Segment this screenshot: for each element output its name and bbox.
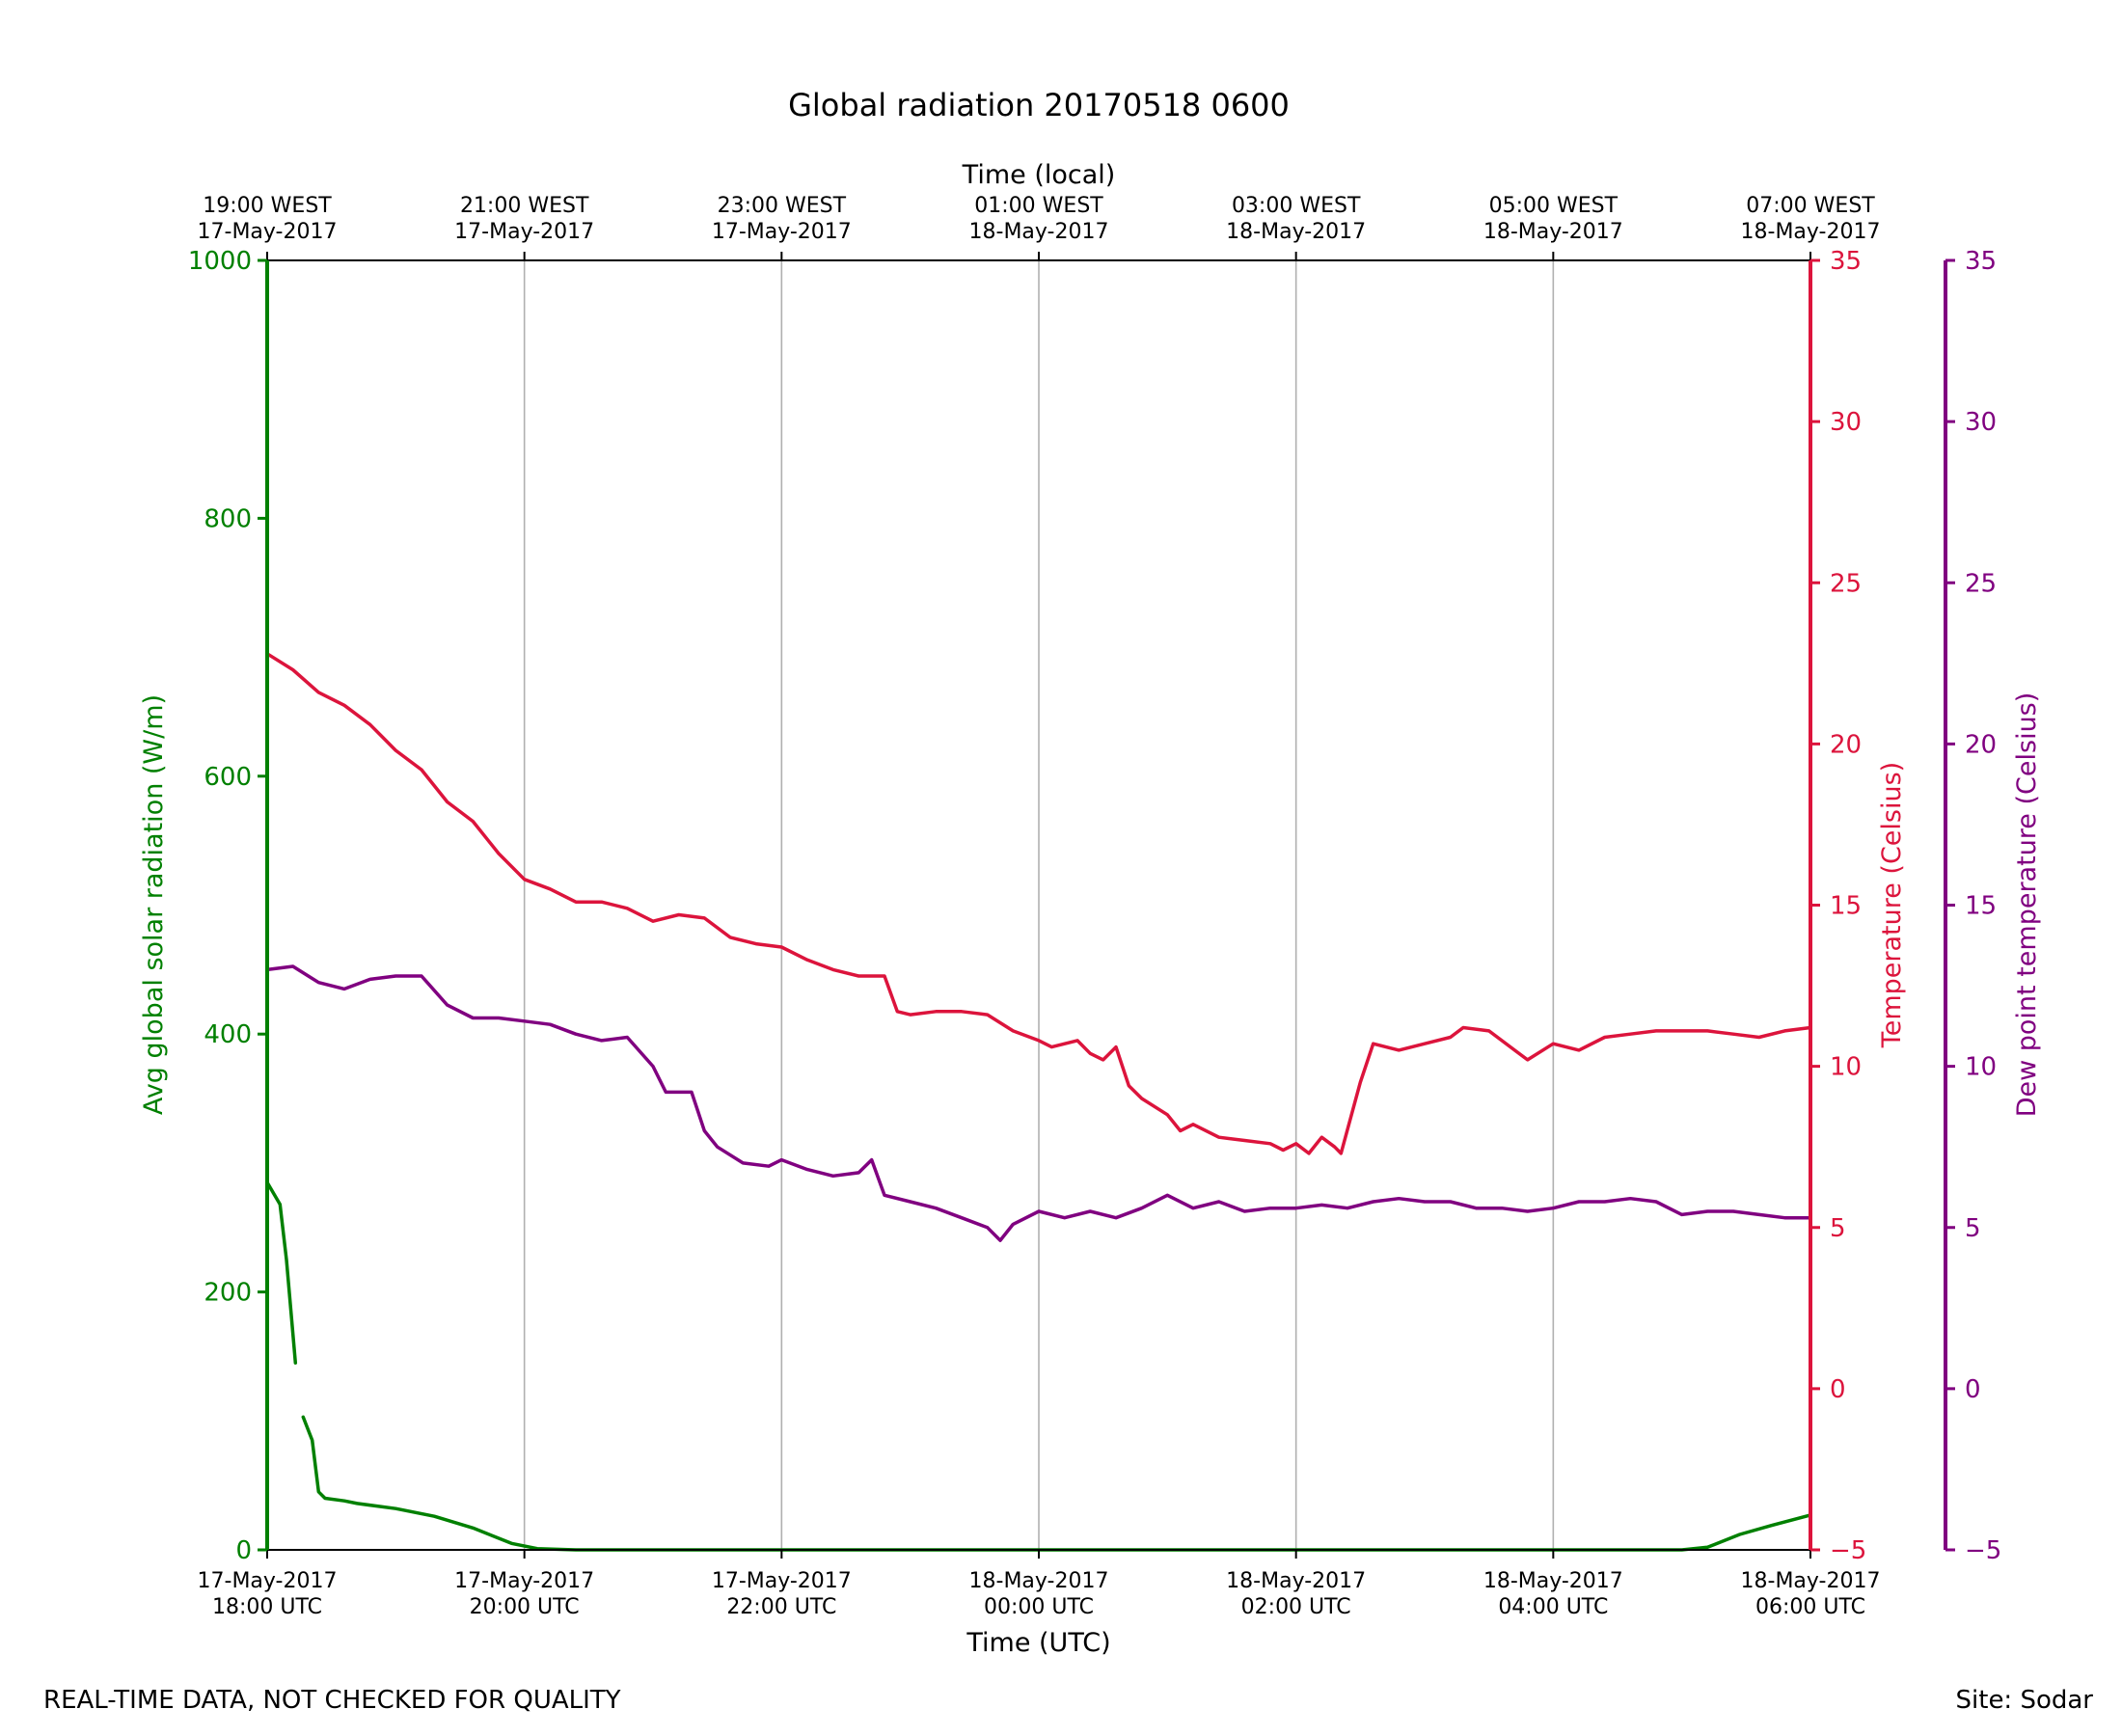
x2-tick-label-3-1: 18-May-2017	[969, 220, 1109, 244]
dewpoint-tick-label-1: 0	[1965, 1375, 1981, 1404]
x-tick-label-6-1: 06:00 UTC	[1755, 1595, 1865, 1619]
x-tick-label-3-0: 18-May-2017	[969, 1569, 1109, 1593]
x-tick-label-1-0: 17-May-2017	[454, 1569, 594, 1593]
x-tick-label-5-0: 18-May-2017	[1483, 1569, 1623, 1593]
x2-tick-label-0-0: 19:00 WEST	[203, 194, 332, 218]
x2-tick-label-3-0: 01:00 WEST	[974, 194, 1103, 218]
radiation-tick-label-0: 0	[235, 1536, 252, 1565]
temperature-tick-label-1: 0	[1830, 1375, 1846, 1404]
x-axis-label: Time (UTC)	[966, 1628, 1110, 1658]
series-line-temperature	[265, 652, 1812, 1155]
radiation-tick-label-4: 800	[204, 504, 252, 533]
x2-tick-label-0-1: 17-May-2017	[198, 220, 338, 244]
temperature-tick-label-0: −5	[1830, 1536, 1866, 1565]
x-tick-label-2-1: 22:00 UTC	[726, 1595, 836, 1619]
x2-tick-label-4-0: 03:00 WEST	[1232, 194, 1361, 218]
x2-axis-label: Time (local)	[962, 160, 1116, 190]
series-line-dewpoint	[265, 964, 1812, 1242]
dewpoint-tick-label-6: 25	[1965, 569, 1997, 598]
dewpoint-tick-label-3: 10	[1965, 1053, 1997, 1082]
chart-title: Global radiation 20170518 0600	[788, 87, 1290, 123]
dewpoint-tick-label-8: 35	[1965, 247, 1997, 276]
x-tick-label-0-1: 18:00 UTC	[212, 1595, 322, 1619]
radiation-tick-label-5: 1000	[188, 247, 252, 276]
dewpoint-tick-label-5: 20	[1965, 730, 1997, 759]
radiation-tick-label-3: 600	[204, 763, 252, 792]
temperature-tick-label-8: 35	[1830, 247, 1862, 276]
dewpoint-tick-label-7: 30	[1965, 408, 1997, 437]
x2-tick-label-1-0: 21:00 WEST	[460, 194, 589, 218]
dewpoint-tick-label-0: −5	[1965, 1536, 2001, 1565]
x-tick-label-4-0: 18-May-2017	[1226, 1569, 1366, 1593]
quality-disclaimer: REAL-TIME DATA, NOT CHECKED FOR QUALITY	[43, 1686, 621, 1715]
x-tick-label-1-1: 20:00 UTC	[470, 1595, 580, 1619]
dewpoint-axis-label: Dew point temperature (Celsius)	[2012, 692, 2042, 1118]
temperature-tick-label-2: 5	[1830, 1214, 1846, 1243]
dewpoint-tick-label-4: 15	[1965, 892, 1997, 921]
temperature-tick-label-3: 10	[1830, 1053, 1862, 1082]
grid-lines	[523, 260, 1555, 1550]
temperature-tick-label-7: 30	[1830, 408, 1862, 437]
temperature-tick-label-6: 25	[1830, 569, 1862, 598]
x-tick-label-4-1: 02:00 UTC	[1241, 1595, 1351, 1619]
series-lines	[265, 652, 1812, 1552]
x2-tick-label-5-0: 05:00 WEST	[1489, 194, 1619, 218]
x2-tick-label-2-0: 23:00 WEST	[718, 194, 847, 218]
series-line-radiation	[265, 1180, 1812, 1552]
x2-tick-label-2-1: 17-May-2017	[712, 220, 852, 244]
x2-tick-label-6-1: 18-May-2017	[1741, 220, 1881, 244]
x-tick-label-0-0: 17-May-2017	[198, 1569, 338, 1593]
x-tick-label-5-1: 04:00 UTC	[1498, 1595, 1608, 1619]
temperature-axis-label: Temperature (Celsius)	[1877, 762, 1907, 1048]
x2-tick-label-4-1: 18-May-2017	[1226, 220, 1366, 244]
x2-tick-label-1-1: 17-May-2017	[454, 220, 594, 244]
x-tick-label-3-1: 00:00 UTC	[984, 1595, 1094, 1619]
x-tick-label-2-0: 17-May-2017	[712, 1569, 852, 1593]
radiation-tick-label-1: 200	[204, 1279, 252, 1308]
radiation-axis-label: Avg global solar radiation (W/m)	[139, 694, 169, 1115]
site-label: Site: Sodar	[1955, 1686, 2093, 1715]
temperature-tick-label-5: 20	[1830, 730, 1862, 759]
temperature-tick-label-4: 15	[1830, 892, 1862, 921]
x2-tick-label-5-1: 18-May-2017	[1483, 220, 1623, 244]
x2-tick-label-6-0: 07:00 WEST	[1746, 194, 1875, 218]
x-tick-label-6-0: 18-May-2017	[1741, 1569, 1881, 1593]
radiation-tick-label-2: 400	[204, 1020, 252, 1049]
dewpoint-tick-label-2: 5	[1965, 1214, 1981, 1243]
